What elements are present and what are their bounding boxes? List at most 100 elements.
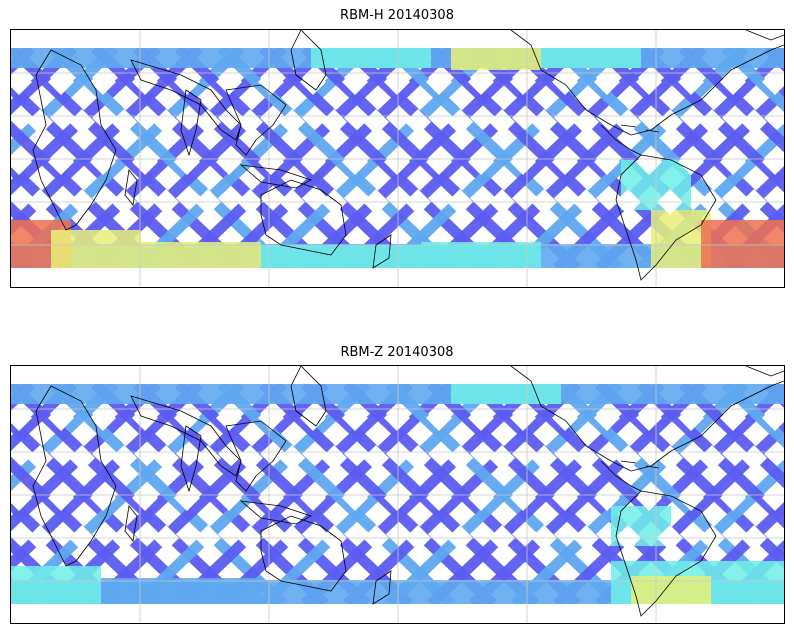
swath-gap <box>426 149 452 175</box>
swath-gap <box>762 69 784 95</box>
variability-patch <box>451 48 541 70</box>
swath-gap <box>174 405 200 431</box>
swath-descending <box>91 384 329 604</box>
swath-gap <box>342 485 368 511</box>
swath-gap <box>447 109 473 135</box>
swath-descending <box>637 48 784 193</box>
variability-patch <box>261 245 421 268</box>
swath-descending <box>11 80 203 268</box>
swath-descending <box>385 48 623 268</box>
swath-gap <box>132 149 158 175</box>
coastline-path <box>745 30 784 41</box>
coastline-path <box>180 89 202 157</box>
swath-gap <box>279 109 305 135</box>
swath-descending <box>721 48 784 113</box>
swath-descending <box>133 384 371 604</box>
swath-gap <box>720 485 746 511</box>
swath-gap <box>48 69 74 95</box>
coastline-path <box>600 460 642 492</box>
swath-gap <box>195 445 221 471</box>
swath-descending <box>11 416 203 604</box>
variability-patch <box>101 578 261 604</box>
swath-gap <box>720 149 746 175</box>
swath-descending <box>217 48 455 268</box>
swath-ascending <box>11 48 119 156</box>
swath-gap <box>258 149 284 175</box>
swath-gap <box>69 109 95 135</box>
swath-descending <box>595 384 784 569</box>
swath-gap <box>573 109 599 135</box>
swath-map-rbm-h <box>11 30 784 287</box>
swath-gap <box>510 485 536 511</box>
swath-gap <box>531 445 557 471</box>
swath-descending <box>259 48 497 268</box>
swath-gap <box>363 109 389 135</box>
swath-descending <box>11 48 245 268</box>
swath-descending <box>385 384 623 604</box>
swath-gap <box>426 485 452 511</box>
coastline-path <box>615 154 717 281</box>
swath-gap <box>615 445 641 471</box>
map-rbm-z <box>10 365 785 624</box>
swath-gap <box>594 485 620 511</box>
coastline-path <box>130 59 242 141</box>
map-rbm-h <box>10 29 785 288</box>
swath-gap <box>699 109 725 135</box>
swath-gap <box>510 149 536 175</box>
swath-gap <box>237 445 263 471</box>
swath-gap <box>657 445 683 471</box>
satellite-swaths <box>11 384 784 604</box>
swath-gap <box>468 405 494 431</box>
swath-gap <box>300 485 326 511</box>
swath-gap <box>510 69 536 95</box>
swath-gap <box>405 445 431 471</box>
coastline-path <box>130 395 242 477</box>
swath-gap <box>720 69 746 95</box>
swath-ascending <box>11 384 77 451</box>
coastline-path <box>124 505 138 542</box>
swath-gap <box>111 445 137 471</box>
north-band <box>11 384 784 404</box>
coastline-path <box>32 49 117 231</box>
swath-gap <box>552 485 578 511</box>
swath-gap <box>90 69 116 95</box>
coastline-path <box>510 30 784 136</box>
swath-gap <box>552 149 578 175</box>
swath-gap <box>216 485 242 511</box>
coastline-path <box>225 420 287 492</box>
coastline-path <box>225 84 287 156</box>
coastline-path <box>620 124 637 128</box>
variability-patch <box>421 242 541 268</box>
swath-descending <box>11 456 161 604</box>
swath-gap <box>384 69 410 95</box>
swath-descending <box>49 48 287 268</box>
swath-descending <box>343 48 581 268</box>
swath-gap <box>342 149 368 175</box>
panel-title-rbm-h: RBM-H 20140308 <box>340 8 454 23</box>
swath-gap <box>573 445 599 471</box>
swath-descending <box>11 384 245 604</box>
coastlines <box>32 30 784 281</box>
swath-descending <box>679 48 784 153</box>
swath-gap <box>300 149 326 175</box>
variability-patch <box>311 48 431 68</box>
swath-gap <box>363 445 389 471</box>
swath-gap <box>11 485 32 511</box>
swath-gap <box>741 445 767 471</box>
swath-gap <box>552 69 578 95</box>
swath-ascending <box>11 48 77 115</box>
coastline-path <box>645 465 660 469</box>
swath-gap <box>636 405 662 431</box>
swath-gap <box>321 445 347 471</box>
swath-gap <box>762 405 784 431</box>
swath-gap <box>594 69 620 95</box>
swath-gap <box>489 109 515 135</box>
coastlines <box>32 366 784 617</box>
swath-descending <box>301 384 539 604</box>
swath-descending <box>679 384 784 489</box>
swath-gap <box>174 69 200 95</box>
graticule <box>11 30 784 287</box>
variability-patch <box>51 230 141 268</box>
variability-patch <box>541 48 641 68</box>
coastline-path <box>124 169 138 206</box>
